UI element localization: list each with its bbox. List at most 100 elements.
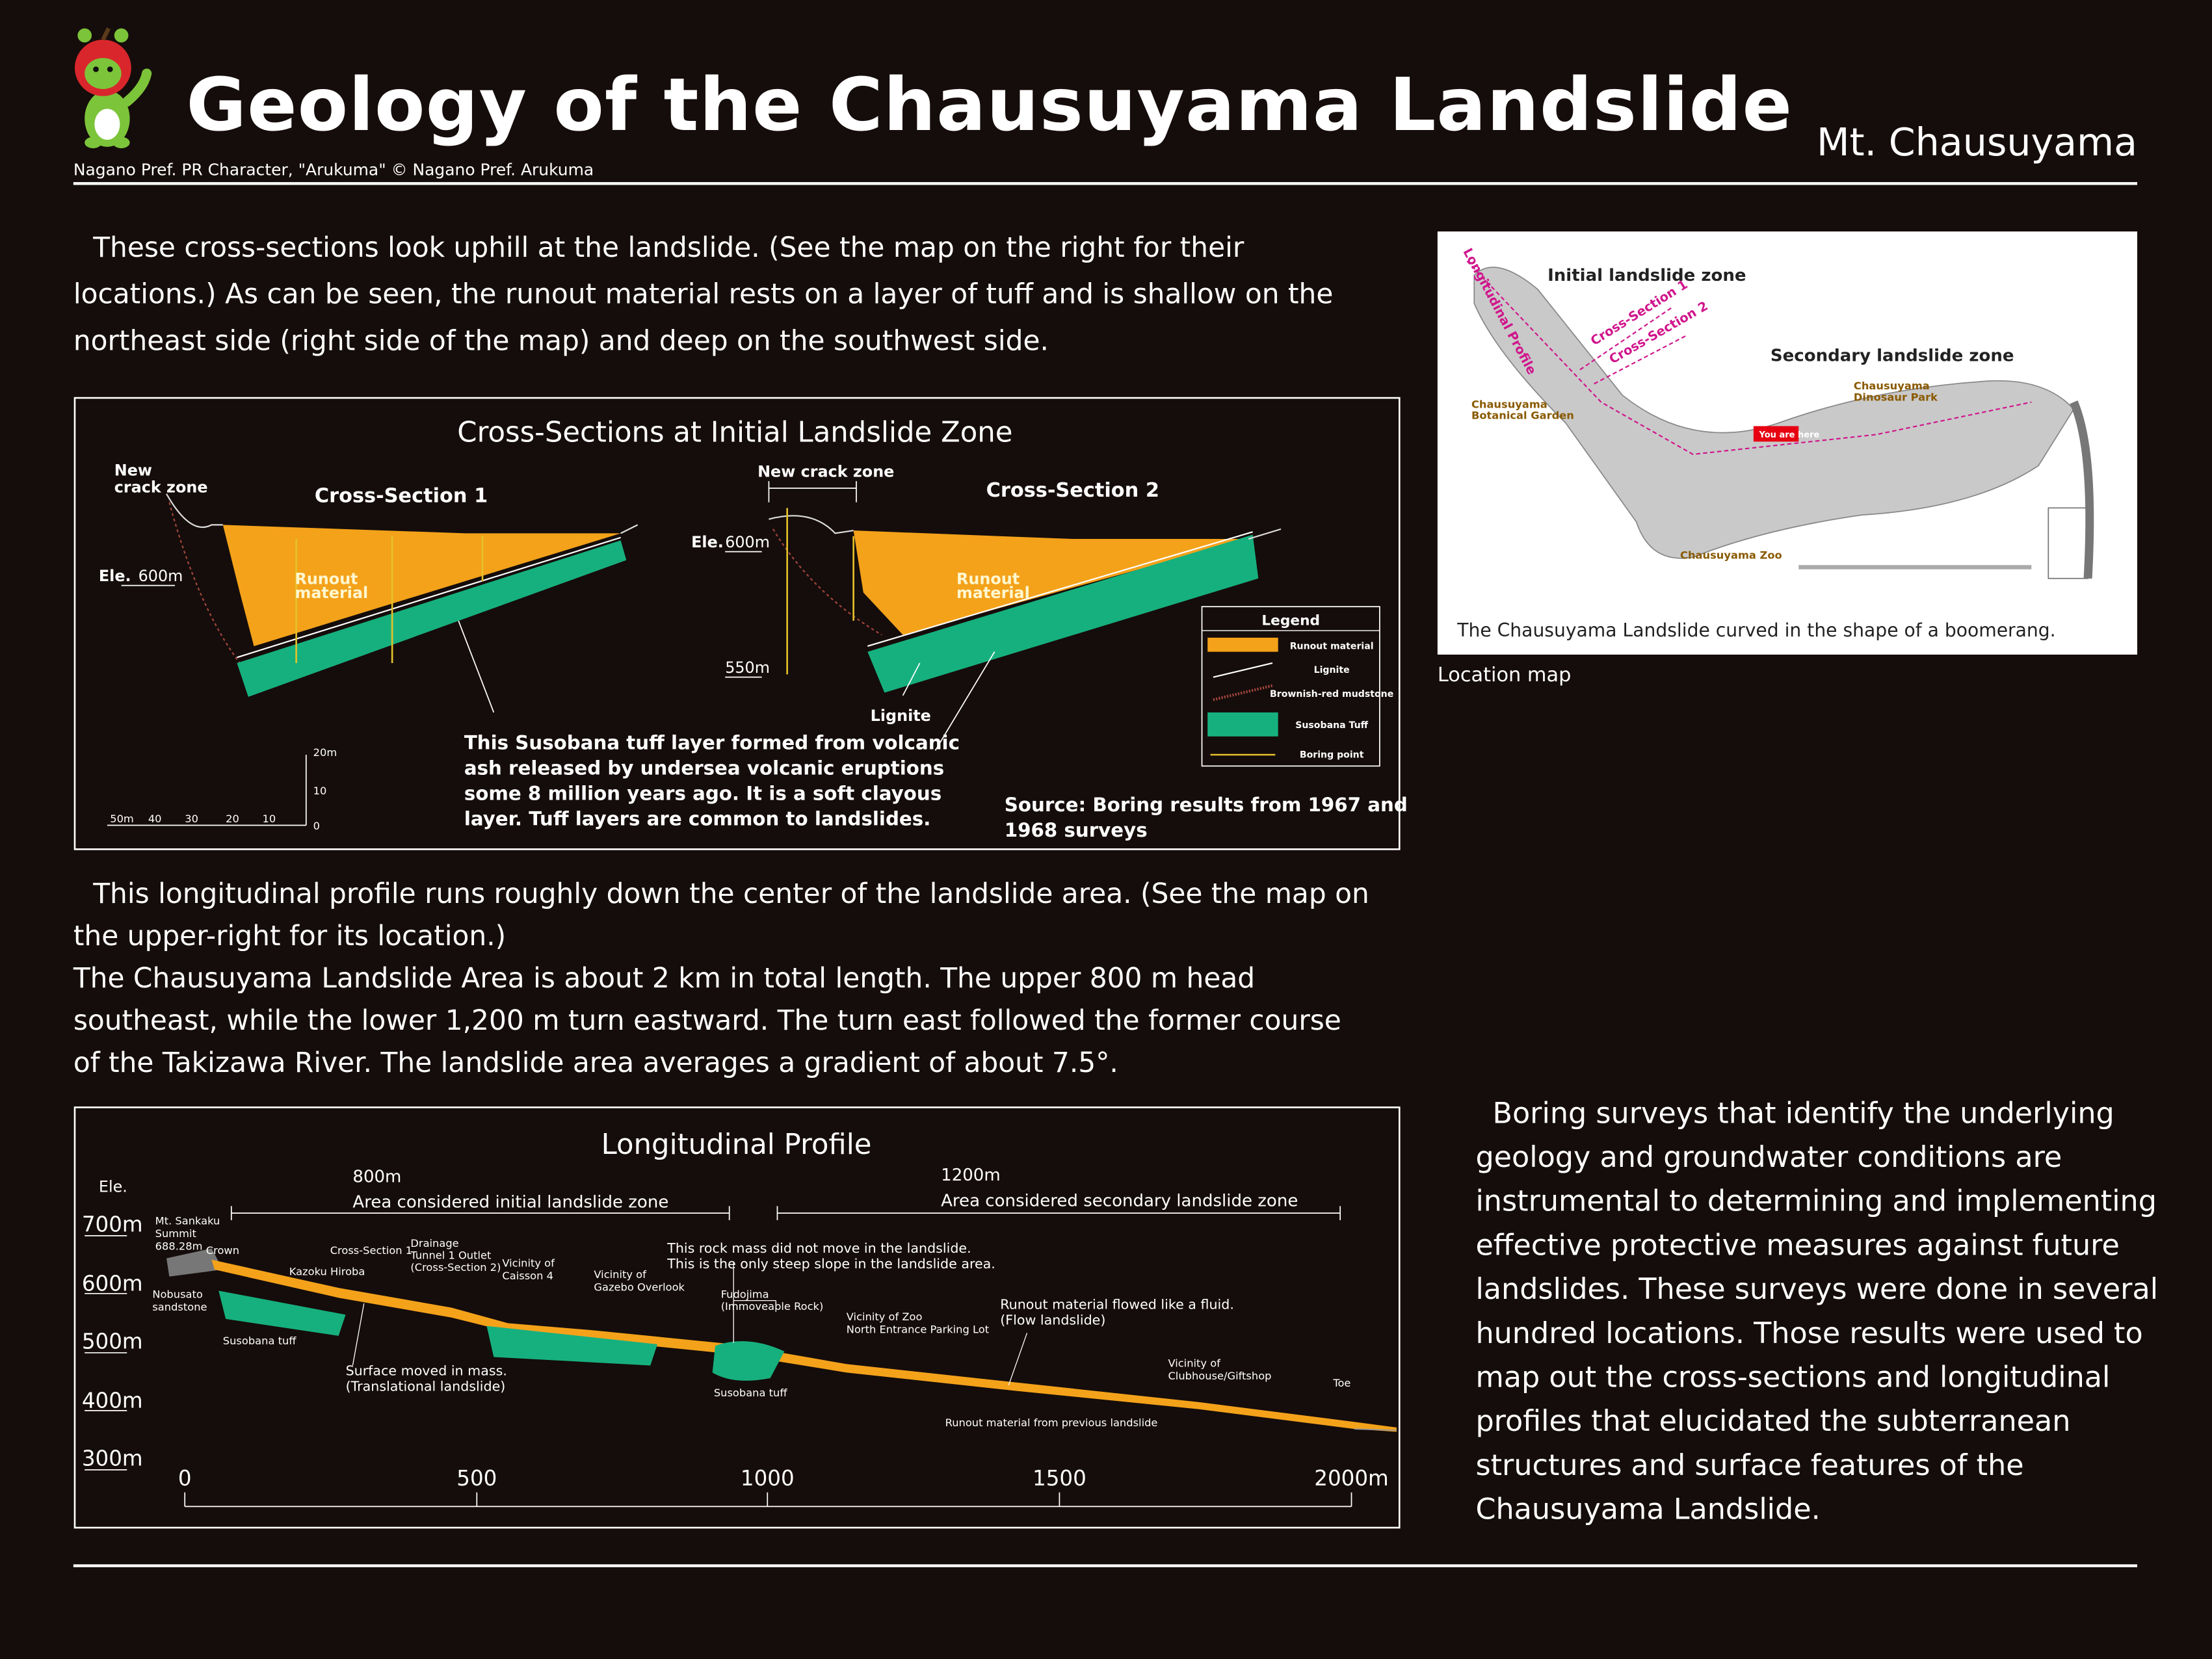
profile-annotation: Clubhouse/Giftshop — [1168, 1370, 1271, 1382]
intro-text: locations.) As can be seen, the runout m… — [73, 278, 1334, 310]
profile-annotation: 688.28m — [155, 1240, 203, 1253]
runout-label: material — [295, 584, 368, 602]
tuff-note: some 8 million years ago. It is a soft c… — [464, 782, 941, 804]
profile-annotation: Fudojima — [721, 1288, 769, 1300]
profile-text: southeast, while the lower 1,200 m turn … — [73, 1004, 1341, 1036]
tuff-note: layer. Tuff layers are common to landsli… — [464, 807, 931, 830]
y-tick-label: 500m — [82, 1329, 143, 1353]
zone-label: Area considered initial landslide zone — [352, 1192, 668, 1212]
mascot — [74, 27, 152, 149]
scale-label: 30 — [185, 813, 198, 825]
map-label: Secondary landslide zone — [1771, 346, 2014, 366]
legend-item: Lignite — [1314, 665, 1350, 675]
profile-annotation: Drainage — [410, 1237, 458, 1249]
profile-annotation: Gazebo Overlook — [594, 1281, 685, 1293]
profile-annotation: Tunnel 1 Outlet — [410, 1249, 491, 1262]
elevation-label: 600m — [725, 533, 770, 551]
profile-annotation: Susobana tuff — [714, 1387, 787, 1399]
mascot-shape — [85, 137, 102, 149]
legend-title: Legend — [1261, 612, 1320, 629]
intro-text: northeast side (right side of the map) a… — [73, 324, 1049, 356]
boring-text: instrumental to determining and implemen… — [1475, 1185, 2157, 1218]
profile-annotation: Vicinity of Zoo — [847, 1311, 923, 1323]
cross-section-diagram-shape — [620, 524, 639, 534]
cross-section-diagram-shape — [166, 493, 223, 529]
location-map-shape — [1473, 267, 2075, 559]
scale-label: 10 — [313, 785, 327, 797]
mascot-shape — [93, 66, 99, 72]
cross-section-diagram-shape — [867, 531, 1253, 647]
boring-text: Chausuyama Landslide. — [1475, 1493, 1820, 1526]
boring-text: hundred locations. Those results were us… — [1475, 1317, 2142, 1350]
profile-annotation: (Flow landslide) — [1000, 1313, 1105, 1328]
section-name: Cross-Section 1 — [315, 485, 488, 508]
longitudinal-profile-diagram-shape — [211, 1259, 1397, 1432]
profile-annotation: Vicinity of — [594, 1268, 647, 1281]
mascot-shape — [77, 28, 92, 43]
location-map-shape — [1466, 260, 2032, 455]
boring-text: geology and groundwater conditions are — [1475, 1141, 2062, 1174]
boring-text: map out the cross-sections and longitudi… — [1475, 1361, 2110, 1394]
profile-annotation: Vicinity of — [1168, 1357, 1221, 1370]
cross-section-diagram-shape — [769, 515, 854, 534]
section-name: Cross-Section 2 — [986, 479, 1159, 502]
profile-text: the upper-right for its location.) — [73, 920, 506, 952]
location-name: Mt. Chausuyama — [1817, 120, 2137, 164]
scale-label: 10 — [263, 813, 276, 825]
cross-section-diagram — [73, 397, 1401, 850]
profile-annotation: (Cross-Section 2) — [410, 1261, 501, 1274]
elevation-label: Ele. — [99, 567, 131, 585]
map-label: Chausuyama — [1471, 398, 1547, 410]
profile-annotation: Cross-Section 1 — [330, 1244, 412, 1257]
y-tick-label: 300m — [82, 1446, 143, 1471]
map-label: Dinosaur Park — [1854, 391, 1938, 403]
crack-zone-label: New crack zone — [757, 463, 894, 481]
cross-section-diagram-shape — [867, 534, 1259, 693]
diagram-title: Longitudinal Profile — [601, 1129, 872, 1161]
profile-annotation: Runout material from previous landslide — [945, 1417, 1158, 1429]
cross-section-diagram-shape — [1201, 606, 1380, 767]
location-map-shape — [2070, 400, 2094, 579]
longitudinal-profile-diagram-shape — [712, 1341, 785, 1381]
boring-text: structures and surface features of the — [1475, 1449, 2023, 1482]
longitudinal-profile-diagram-shape — [1008, 1333, 1028, 1386]
zone-length: 1200m — [941, 1166, 1001, 1185]
mascot-shape — [107, 66, 113, 72]
boring-text: effective protective measures against fu… — [1475, 1229, 2119, 1262]
intro-text: These cross-sections look uphill at the … — [92, 231, 1244, 263]
x-tick-label: 1500 — [1033, 1466, 1086, 1491]
map-caption: The Chausuyama Landslide curved in the s… — [1456, 620, 2055, 641]
profile-annotation: Kazoku Hiroba — [289, 1266, 365, 1278]
cross-section-diagram-shape — [772, 529, 882, 636]
location-map-shape — [1579, 307, 1672, 371]
axis-label: Ele. — [99, 1178, 127, 1196]
profile-text: This longitudinal profile runs roughly d… — [92, 878, 1369, 909]
location-map-shape — [2047, 507, 2088, 579]
profile-annotation: (Translational landslide) — [346, 1379, 506, 1394]
y-tick-label: 400m — [82, 1389, 143, 1413]
map-label: Chausuyama — [1854, 380, 1930, 392]
profile-annotation: This rock mass did not move in the lands… — [666, 1240, 971, 1256]
map-title: Location map — [1438, 664, 1572, 686]
location-map-shape — [1753, 426, 1799, 442]
cross-section-diagram-shape — [934, 651, 995, 751]
mascot-shape — [85, 58, 122, 89]
map-label: Initial landslide zone — [1547, 266, 1746, 285]
longitudinal-profile-diagram — [73, 1106, 1401, 1529]
map-label: Chausuyama Zoo — [1680, 549, 1782, 561]
scale-label: 20m — [313, 746, 337, 759]
lignite-label: Lignite — [871, 707, 931, 725]
y-tick-label: 600m — [82, 1271, 143, 1296]
elevation-label: 550m — [725, 659, 770, 677]
crack-zone-label: New — [114, 461, 152, 479]
mascot-shape — [112, 137, 130, 149]
profile-annotation: Toe — [1332, 1377, 1350, 1389]
map-label: You are here — [1759, 430, 1820, 440]
profile-annotation: Crown — [206, 1244, 239, 1257]
mascot-shape — [94, 109, 120, 140]
profile-annotation: (Immoveable Rock) — [721, 1300, 824, 1313]
tuff-note: ash released by undersea volcanic erupti… — [464, 757, 944, 779]
map-label: Botanical Garden — [1471, 410, 1574, 422]
crack-zone-label: crack zone — [114, 478, 208, 496]
cross-section-diagram-shape — [168, 502, 241, 664]
